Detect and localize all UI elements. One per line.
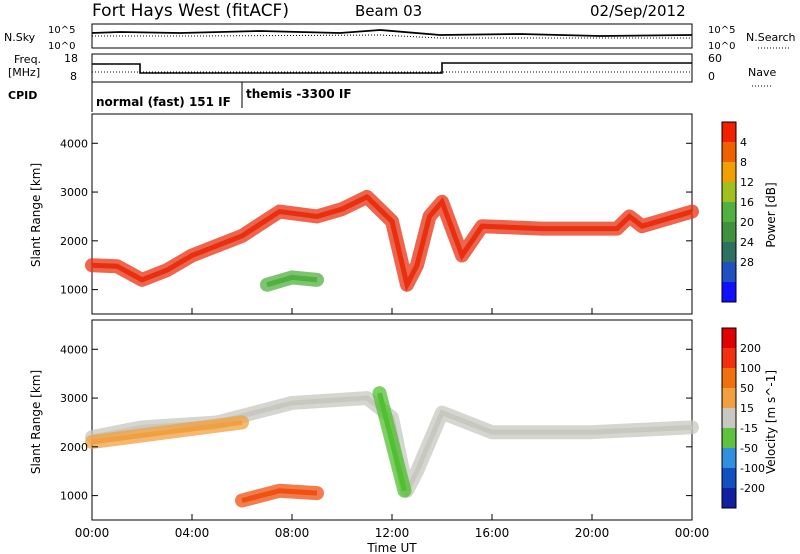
cpid-segment-0: normal (fast) 151 IF bbox=[96, 95, 231, 109]
colorbar-tick: 24 bbox=[740, 236, 754, 249]
colorbar-frame bbox=[721, 121, 737, 303]
ytick-label: 2000 bbox=[60, 441, 88, 454]
colorbar-tick: 50 bbox=[740, 382, 754, 395]
xtick-label: 16:00 bbox=[475, 526, 510, 540]
xtick-label: 08:00 bbox=[275, 526, 310, 540]
colorbar-segment bbox=[722, 202, 736, 222]
cpid-segment-1: themis -3300 IF bbox=[246, 87, 352, 101]
colorbar-tick: -15 bbox=[740, 422, 758, 435]
colorbar-segment bbox=[722, 408, 736, 428]
colorbar-segment bbox=[722, 182, 736, 202]
freq-trace bbox=[92, 62, 692, 74]
colorbar-segment bbox=[722, 122, 736, 142]
station-title: Fort Hays West (fitACF) bbox=[92, 1, 289, 21]
colorbar-tick: 16 bbox=[740, 196, 754, 209]
ytick-label: 3000 bbox=[60, 392, 88, 405]
colorbar-tick: 100 bbox=[740, 362, 761, 375]
colorbar-segment bbox=[722, 222, 736, 242]
time-axis-label: Time UT bbox=[366, 541, 417, 554]
colorbar-segment bbox=[722, 328, 736, 348]
colorbar-tick: 28 bbox=[740, 256, 754, 269]
colorbar-segment bbox=[722, 428, 736, 448]
velocity-colorbar: 200 100 50 15 -15 -50 -100 -200 bbox=[721, 327, 765, 509]
colorbar-tick: 12 bbox=[740, 176, 754, 189]
colorbar-segment bbox=[722, 448, 736, 468]
colorbar-tick: 20 bbox=[740, 216, 754, 229]
colorbar-segment bbox=[722, 282, 736, 302]
band-core-main bbox=[91, 193, 693, 292]
colorbar-segment bbox=[722, 242, 736, 262]
colorbar-segment bbox=[722, 488, 736, 508]
beam-label: Beam 03 bbox=[355, 2, 422, 20]
ytick-label: 1000 bbox=[60, 490, 88, 503]
ytick-label: 2000 bbox=[60, 235, 88, 248]
colorbar-segment bbox=[722, 348, 736, 368]
colorbar-tick: -100 bbox=[740, 462, 765, 475]
colorbar-tick: -200 bbox=[740, 482, 765, 495]
ytick-label: 3000 bbox=[60, 186, 88, 199]
ytick-label: 4000 bbox=[60, 137, 88, 150]
freq-label: Freq. bbox=[14, 53, 41, 66]
nave-tick-bottom: 0 bbox=[708, 70, 715, 83]
colorbar-segment bbox=[722, 162, 736, 182]
band-core-green-streak bbox=[377, 392, 407, 492]
nsearch-trace bbox=[92, 34, 692, 39]
date-label: 02/Sep/2012 bbox=[590, 2, 686, 20]
xtick-label: 00:00 bbox=[675, 526, 710, 540]
colorbar-tick: 200 bbox=[740, 342, 761, 355]
colorbar-tick: -50 bbox=[740, 442, 758, 455]
band-core-orange-west bbox=[91, 419, 243, 445]
band-core-orange-patch bbox=[241, 488, 318, 503]
xtick-label: 04:00 bbox=[175, 526, 210, 540]
nave-tick-top: 60 bbox=[708, 52, 722, 65]
colorbar-segment bbox=[722, 262, 736, 282]
freq-panel bbox=[91, 53, 693, 83]
power-cbar-label: Power [dB] bbox=[764, 182, 778, 247]
velocity-cbar-label: Velocity [m s^-1] bbox=[764, 370, 778, 474]
nsearch-tick-top: 10^5 bbox=[708, 25, 735, 36]
nsearch-label: N.Search bbox=[746, 31, 796, 44]
xtick-label: 20:00 bbox=[575, 526, 610, 540]
nsky-label: N.Sky bbox=[4, 31, 36, 44]
nsky-tick-top: 10^5 bbox=[48, 25, 75, 36]
velocity-panel: 1000 2000 3000 4000 bbox=[60, 319, 699, 521]
ytick-label: 4000 bbox=[60, 343, 88, 356]
xtick-label: 12:00 bbox=[375, 526, 410, 540]
cpid-label: CPID bbox=[8, 89, 37, 102]
time-axis: 00:00 04:00 08:00 12:00 16:00 20:00 00:00 bbox=[75, 308, 710, 540]
colorbar-segment bbox=[722, 368, 736, 388]
freq-tick-bottom: 8 bbox=[70, 70, 77, 83]
power-ylabel: Slant Range [km] bbox=[29, 163, 43, 267]
band-core-lower bbox=[266, 274, 318, 288]
freq-unit: [MHz] bbox=[8, 66, 40, 79]
colorbar-segment bbox=[722, 142, 736, 162]
colorbar-tick: 15 bbox=[740, 402, 754, 415]
colorbar-tick: 8 bbox=[740, 156, 747, 169]
colorbar-segment bbox=[722, 388, 736, 408]
xtick-label: 00:00 bbox=[75, 526, 110, 540]
colorbar-frame bbox=[721, 327, 737, 509]
velocity-ylabel: Slant Range [km] bbox=[29, 370, 43, 474]
freq-tick-top: 18 bbox=[64, 52, 78, 65]
colorbar-tick: 4 bbox=[740, 136, 747, 149]
power-panel: 1000 2000 3000 4000 bbox=[60, 113, 699, 315]
power-colorbar: 4 8 12 16 20 24 28 bbox=[721, 121, 754, 303]
colorbar-segment bbox=[722, 468, 736, 488]
nave-label: Nave bbox=[748, 66, 776, 79]
ytick-label: 1000 bbox=[60, 284, 88, 297]
nsearch-tick-bottom: 10^0 bbox=[708, 41, 735, 52]
nsky-tick-bottom: 10^0 bbox=[48, 41, 75, 52]
nsky-trace bbox=[91, 29, 693, 37]
